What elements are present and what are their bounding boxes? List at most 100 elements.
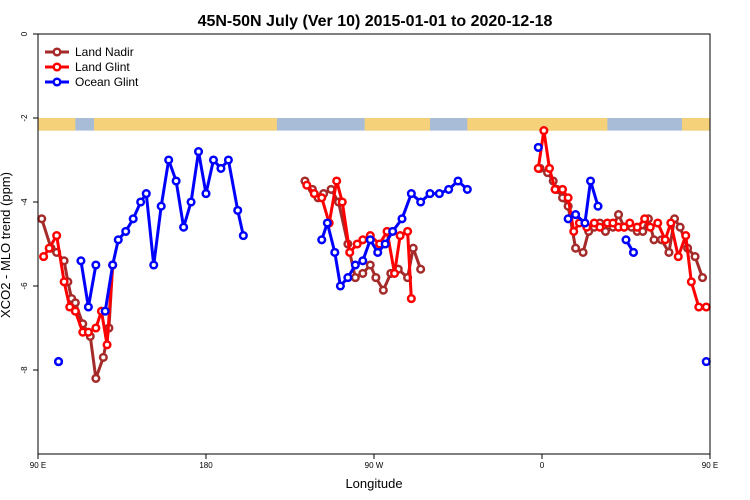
series-line-segment xyxy=(40,218,53,249)
x-tick-label: 90 E xyxy=(30,461,46,470)
data-point xyxy=(416,197,426,207)
series-line-segment xyxy=(226,159,240,211)
data-point xyxy=(65,302,75,312)
series-line-segment xyxy=(79,260,90,308)
x-tick-label: 0 xyxy=(540,461,545,470)
data-point xyxy=(350,273,360,283)
data-point xyxy=(345,247,355,257)
data-point xyxy=(406,189,416,199)
data-point xyxy=(533,163,543,173)
data-point xyxy=(645,222,655,232)
x-tick-label: 90 W xyxy=(365,461,384,470)
y-tick-label: -4 xyxy=(20,198,29,206)
data-point xyxy=(44,243,54,253)
data-point xyxy=(332,176,342,186)
series-line-segment xyxy=(204,159,215,194)
data-point xyxy=(563,193,573,203)
data-point xyxy=(673,252,683,262)
data-point xyxy=(317,235,327,245)
y-axis-label: XCO2 - MLO trend (ppm) xyxy=(0,172,13,318)
data-point xyxy=(337,197,347,207)
series-line-segment xyxy=(333,252,342,287)
data-point xyxy=(403,226,413,236)
data-point xyxy=(681,231,691,241)
series-line-segment xyxy=(103,264,115,312)
series-ocean-glint-single- xyxy=(701,357,711,367)
data-point xyxy=(208,155,219,165)
land-band-segment xyxy=(682,118,710,131)
data-point xyxy=(365,260,375,270)
legend-label: Land Nadir xyxy=(75,45,134,59)
data-point xyxy=(100,306,110,316)
data-point xyxy=(350,260,360,270)
series-layer xyxy=(37,126,711,383)
data-point xyxy=(701,302,711,312)
data-point xyxy=(632,222,642,232)
data-point xyxy=(128,214,138,224)
data-point xyxy=(136,197,146,207)
legend-marker xyxy=(52,47,62,57)
data-point xyxy=(335,281,345,291)
data-point xyxy=(628,247,639,257)
data-point xyxy=(539,126,549,136)
data-point xyxy=(102,340,112,350)
data-point xyxy=(83,327,93,337)
chart-title: 45N-50N July (Ver 10) 2015-01-01 to 2020… xyxy=(198,13,553,30)
data-point xyxy=(238,231,248,241)
series-line-segment xyxy=(152,206,163,266)
data-point xyxy=(697,273,708,283)
data-point xyxy=(233,205,243,215)
data-point xyxy=(164,155,174,165)
data-point xyxy=(701,357,711,367)
data-point xyxy=(39,252,49,262)
series-land-nadir xyxy=(37,163,708,383)
data-point xyxy=(589,218,599,228)
series-line-segment xyxy=(144,193,156,266)
data-point xyxy=(533,142,543,152)
data-point xyxy=(593,201,603,211)
data-point xyxy=(388,226,398,236)
data-point xyxy=(52,231,62,241)
legend-label: Land Glint xyxy=(75,60,130,74)
data-point xyxy=(352,239,362,249)
series-line-segment xyxy=(684,235,693,282)
data-point xyxy=(640,214,650,224)
data-point xyxy=(557,184,568,194)
data-point xyxy=(37,214,47,224)
legend-label: Ocean Glint xyxy=(75,75,139,89)
data-point xyxy=(621,235,631,245)
series-line-segment xyxy=(393,235,402,274)
series-line-segment xyxy=(174,180,186,228)
data-point xyxy=(395,231,405,241)
data-point xyxy=(149,260,159,270)
data-point xyxy=(563,214,573,224)
data-point xyxy=(453,176,463,186)
data-point xyxy=(660,235,670,245)
data-point xyxy=(397,214,407,224)
data-point xyxy=(83,302,93,312)
legend-marker xyxy=(52,77,62,87)
data-point xyxy=(694,302,704,312)
series-line-segment xyxy=(566,197,576,232)
data-point xyxy=(649,235,659,245)
land-ocean-band xyxy=(38,118,710,131)
data-point xyxy=(380,239,390,249)
data-point xyxy=(317,193,327,203)
y-tick-label: -6 xyxy=(20,282,29,290)
data-point xyxy=(666,218,676,228)
data-point xyxy=(619,222,629,232)
data-point xyxy=(223,155,233,165)
series-line-segment xyxy=(197,151,208,194)
data-point xyxy=(179,222,189,232)
data-point xyxy=(373,247,383,257)
legend-marker xyxy=(52,62,62,72)
series-line-segment xyxy=(86,264,98,308)
axis-layer: 90 E 180 90 W 0 90 E 0 -2 -4 -6 -8 xyxy=(20,31,718,470)
series-line-segment xyxy=(55,235,66,283)
y-tick-label: -8 xyxy=(20,366,29,374)
data-point xyxy=(569,226,579,236)
data-point xyxy=(70,306,80,316)
series-line-segment xyxy=(325,222,337,253)
data-point xyxy=(600,226,611,236)
series-line-segment xyxy=(340,201,352,253)
